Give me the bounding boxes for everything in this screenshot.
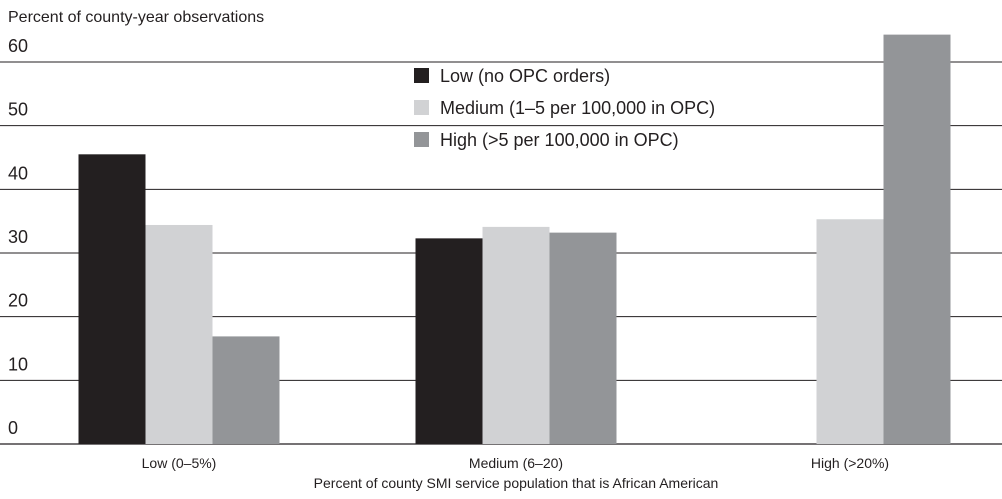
y-tick-labels: 0 10 20 30 40 50 60: [8, 36, 28, 438]
bar: [549, 232, 617, 444]
y-tick-label: 0: [8, 418, 18, 438]
bar: [415, 238, 483, 444]
bars: [78, 34, 951, 445]
legend-label: Medium (1–5 per 100,000 in OPC): [440, 98, 715, 118]
y-tick-label: 40: [8, 163, 28, 183]
bar: [78, 154, 146, 445]
legend-label: Low (no OPC orders): [440, 66, 610, 86]
bar: [816, 219, 884, 444]
legend-swatch: [414, 132, 429, 147]
bar: [883, 34, 951, 445]
y-tick-label: 10: [8, 354, 28, 374]
legend: Low (no OPC orders) Medium (1–5 per 100,0…: [414, 66, 715, 150]
y-axis-label: Percent of county-year observations: [8, 9, 264, 26]
y-tick-label: 50: [8, 100, 28, 120]
legend-swatch: [414, 68, 429, 83]
x-tick-label: Medium (6–20): [469, 455, 563, 471]
y-tick-label: 60: [8, 36, 28, 56]
y-tick-label: 20: [8, 291, 28, 311]
legend-label: High (>5 per 100,000 in OPC): [440, 130, 679, 150]
y-tick-label: 30: [8, 227, 28, 247]
x-tick-label: Low (0–5%): [142, 455, 217, 471]
x-tick-labels: Low (0–5%) Medium (6–20) High (>20%): [142, 455, 889, 471]
x-tick-label: High (>20%): [811, 455, 889, 471]
bar: [482, 226, 550, 444]
x-axis-label: Percent of county SMI service population…: [314, 475, 719, 491]
bar: [145, 224, 213, 444]
legend-swatch: [414, 100, 429, 115]
bar: [212, 336, 280, 444]
